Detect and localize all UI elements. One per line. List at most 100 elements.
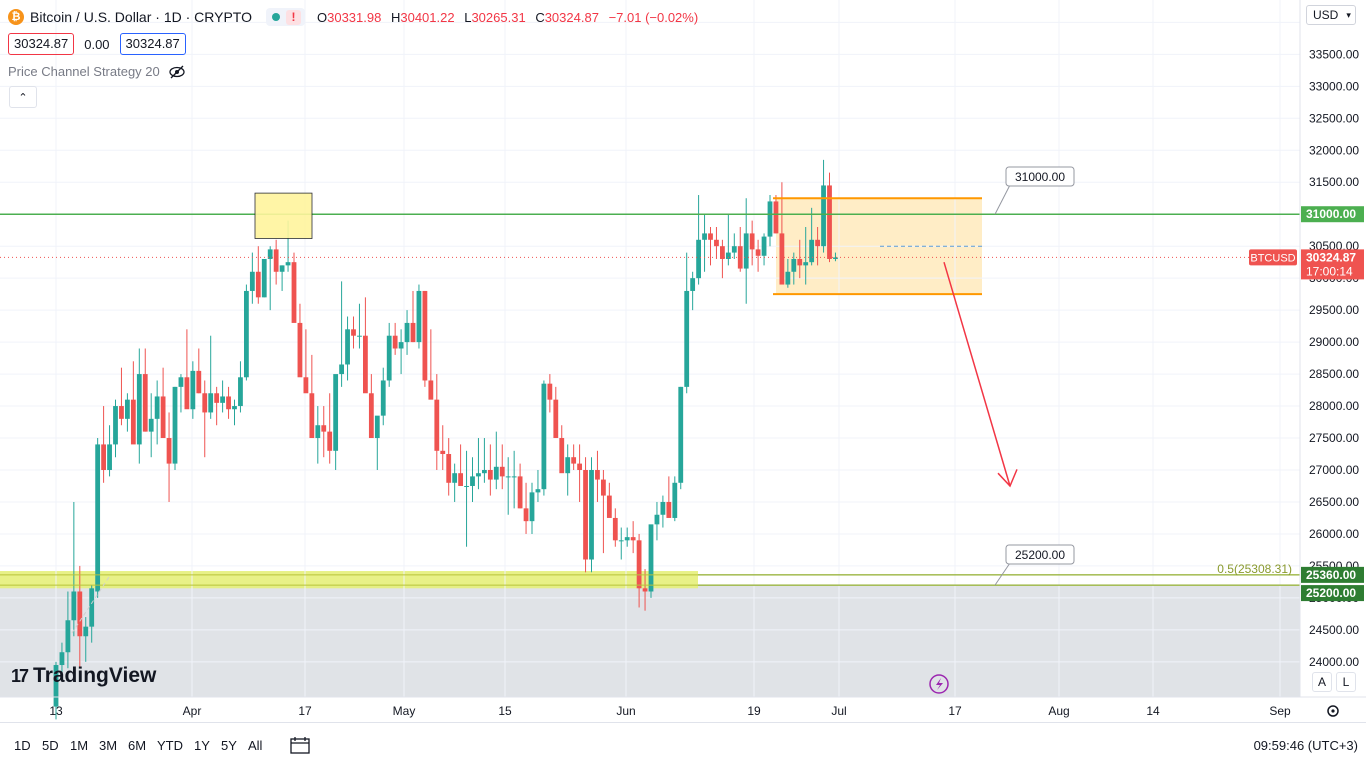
- candle: [244, 284, 249, 381]
- candle: [154, 380, 160, 445]
- candle-body: [249, 271, 255, 291]
- candle: [589, 457, 594, 573]
- candle: [547, 374, 553, 413]
- log-scale-button[interactable]: L: [1336, 672, 1356, 692]
- candle: [107, 425, 112, 477]
- candle-body: [487, 469, 493, 480]
- highlight-box: [254, 192, 313, 239]
- status-pill[interactable]: !: [265, 8, 305, 26]
- candle-body: [285, 262, 291, 266]
- callout-31000[interactable]: 31000.00: [994, 166, 1075, 215]
- candle-body: [345, 329, 350, 365]
- callout-25200[interactable]: 25200.00: [994, 544, 1075, 586]
- candle: [83, 617, 89, 662]
- timeframe-1y[interactable]: 1Y: [194, 738, 210, 753]
- resistance-price-badge: 31000.00: [1301, 206, 1364, 223]
- gear-icon[interactable]: [1327, 705, 1339, 717]
- candle: [404, 310, 410, 355]
- candle: [226, 386, 231, 419]
- time-tick-label: Jul: [831, 704, 846, 718]
- timeframe-6m[interactable]: 6M: [128, 738, 147, 753]
- candle: [761, 233, 767, 266]
- candle: [434, 374, 440, 470]
- timeframe-5d[interactable]: 5D: [42, 738, 59, 753]
- bid-ask-row: 30324.87 0.00 30324.87: [8, 33, 186, 55]
- price-tick-label: 33000.00: [1309, 79, 1359, 93]
- candle: [470, 457, 475, 502]
- hidden-eye-icon[interactable]: [168, 65, 186, 79]
- candle: [571, 444, 577, 470]
- timeframe-5y[interactable]: 5Y: [221, 738, 237, 753]
- warning-icon[interactable]: !: [285, 9, 301, 25]
- candle-body: [119, 406, 124, 419]
- candle-body: [809, 239, 815, 263]
- strategy-name[interactable]: Price Channel Strategy 20: [8, 64, 160, 79]
- candle: [327, 393, 333, 464]
- candle: [65, 591, 71, 669]
- candle: [624, 527, 630, 547]
- candle: [815, 227, 820, 266]
- callout-31000-text: 31000.00: [1015, 170, 1065, 184]
- candle-body: [440, 450, 446, 455]
- chevron-down-icon: ▾: [1346, 9, 1351, 20]
- clock-timezone[interactable]: 09:59:46 (UTC+3): [1253, 738, 1358, 753]
- buy-price-box[interactable]: 30324.87: [119, 33, 186, 55]
- candle: [678, 386, 684, 490]
- candle: [737, 227, 743, 272]
- event-icon[interactable]: [929, 674, 949, 694]
- candle: [53, 661, 59, 720]
- candle-body: [315, 425, 321, 439]
- resistance-price-badge-text: 31000.00: [1306, 207, 1356, 221]
- forecast-arrow: [943, 261, 1011, 487]
- candle: [125, 393, 130, 432]
- timeframe-1m[interactable]: 1M: [70, 738, 89, 753]
- candle: [833, 252, 838, 262]
- currency-select[interactable]: USD ▾: [1306, 5, 1356, 25]
- symbol-title[interactable]: Bitcoin / U.S. Dollar · 1D · CRYPTO: [30, 9, 252, 25]
- candle-body: [226, 396, 231, 410]
- candle-body: [511, 476, 517, 478]
- candle: [690, 271, 696, 311]
- candle-body: [83, 626, 89, 637]
- candle: [160, 367, 166, 439]
- candle-body: [178, 377, 184, 387]
- sell-price-box[interactable]: 30324.87: [8, 33, 75, 55]
- date-range-icon[interactable]: [290, 736, 310, 754]
- auto-scale-button[interactable]: A: [1312, 672, 1332, 692]
- price-chart[interactable]: 31000.00 25200.00 0.5(25308.31) 24000.00 24…: [0, 0, 1366, 722]
- candle-body: [660, 501, 666, 515]
- candle-body: [493, 466, 499, 480]
- time-tick-label: 14: [1146, 704, 1160, 718]
- support-lower-badge-bg: [1301, 585, 1364, 602]
- candle-body: [761, 236, 767, 256]
- candle: [178, 374, 184, 413]
- candle-body: [464, 485, 469, 487]
- timeframe-all[interactable]: All: [248, 738, 263, 753]
- collapse-legend-button[interactable]: ⌃: [9, 86, 37, 108]
- candle-body: [815, 239, 820, 247]
- price-tick-label: 24500.00: [1309, 623, 1359, 637]
- strategy-row[interactable]: Price Channel Strategy 20: [8, 64, 186, 79]
- timeframe-3m[interactable]: 3M: [99, 738, 118, 753]
- candle-body: [779, 233, 785, 285]
- candle-body: [559, 438, 565, 474]
- ohlc-values: O30331.98 H30401.22 L30265.31 C30324.87 …: [316, 9, 699, 25]
- candle: [77, 565, 83, 669]
- candle-body: [583, 469, 588, 560]
- candle: [59, 642, 65, 682]
- change-value: −7.01 (−0.02%): [608, 9, 699, 25]
- candle-body: [577, 463, 582, 470]
- tradingview-logo[interactable]: 17 TradingView: [11, 664, 156, 688]
- tradingview-logo-text: TradingView: [33, 664, 157, 687]
- support-band: [0, 571, 698, 589]
- candle: [565, 444, 571, 496]
- candle-body: [743, 233, 749, 269]
- candle-body: [731, 246, 737, 253]
- candle: [517, 463, 523, 509]
- timeframe-ytd[interactable]: YTD: [157, 738, 183, 753]
- candle: [595, 450, 600, 502]
- candle-body: [749, 233, 755, 250]
- candle: [119, 367, 124, 426]
- timeframe-1d[interactable]: 1D: [14, 738, 31, 753]
